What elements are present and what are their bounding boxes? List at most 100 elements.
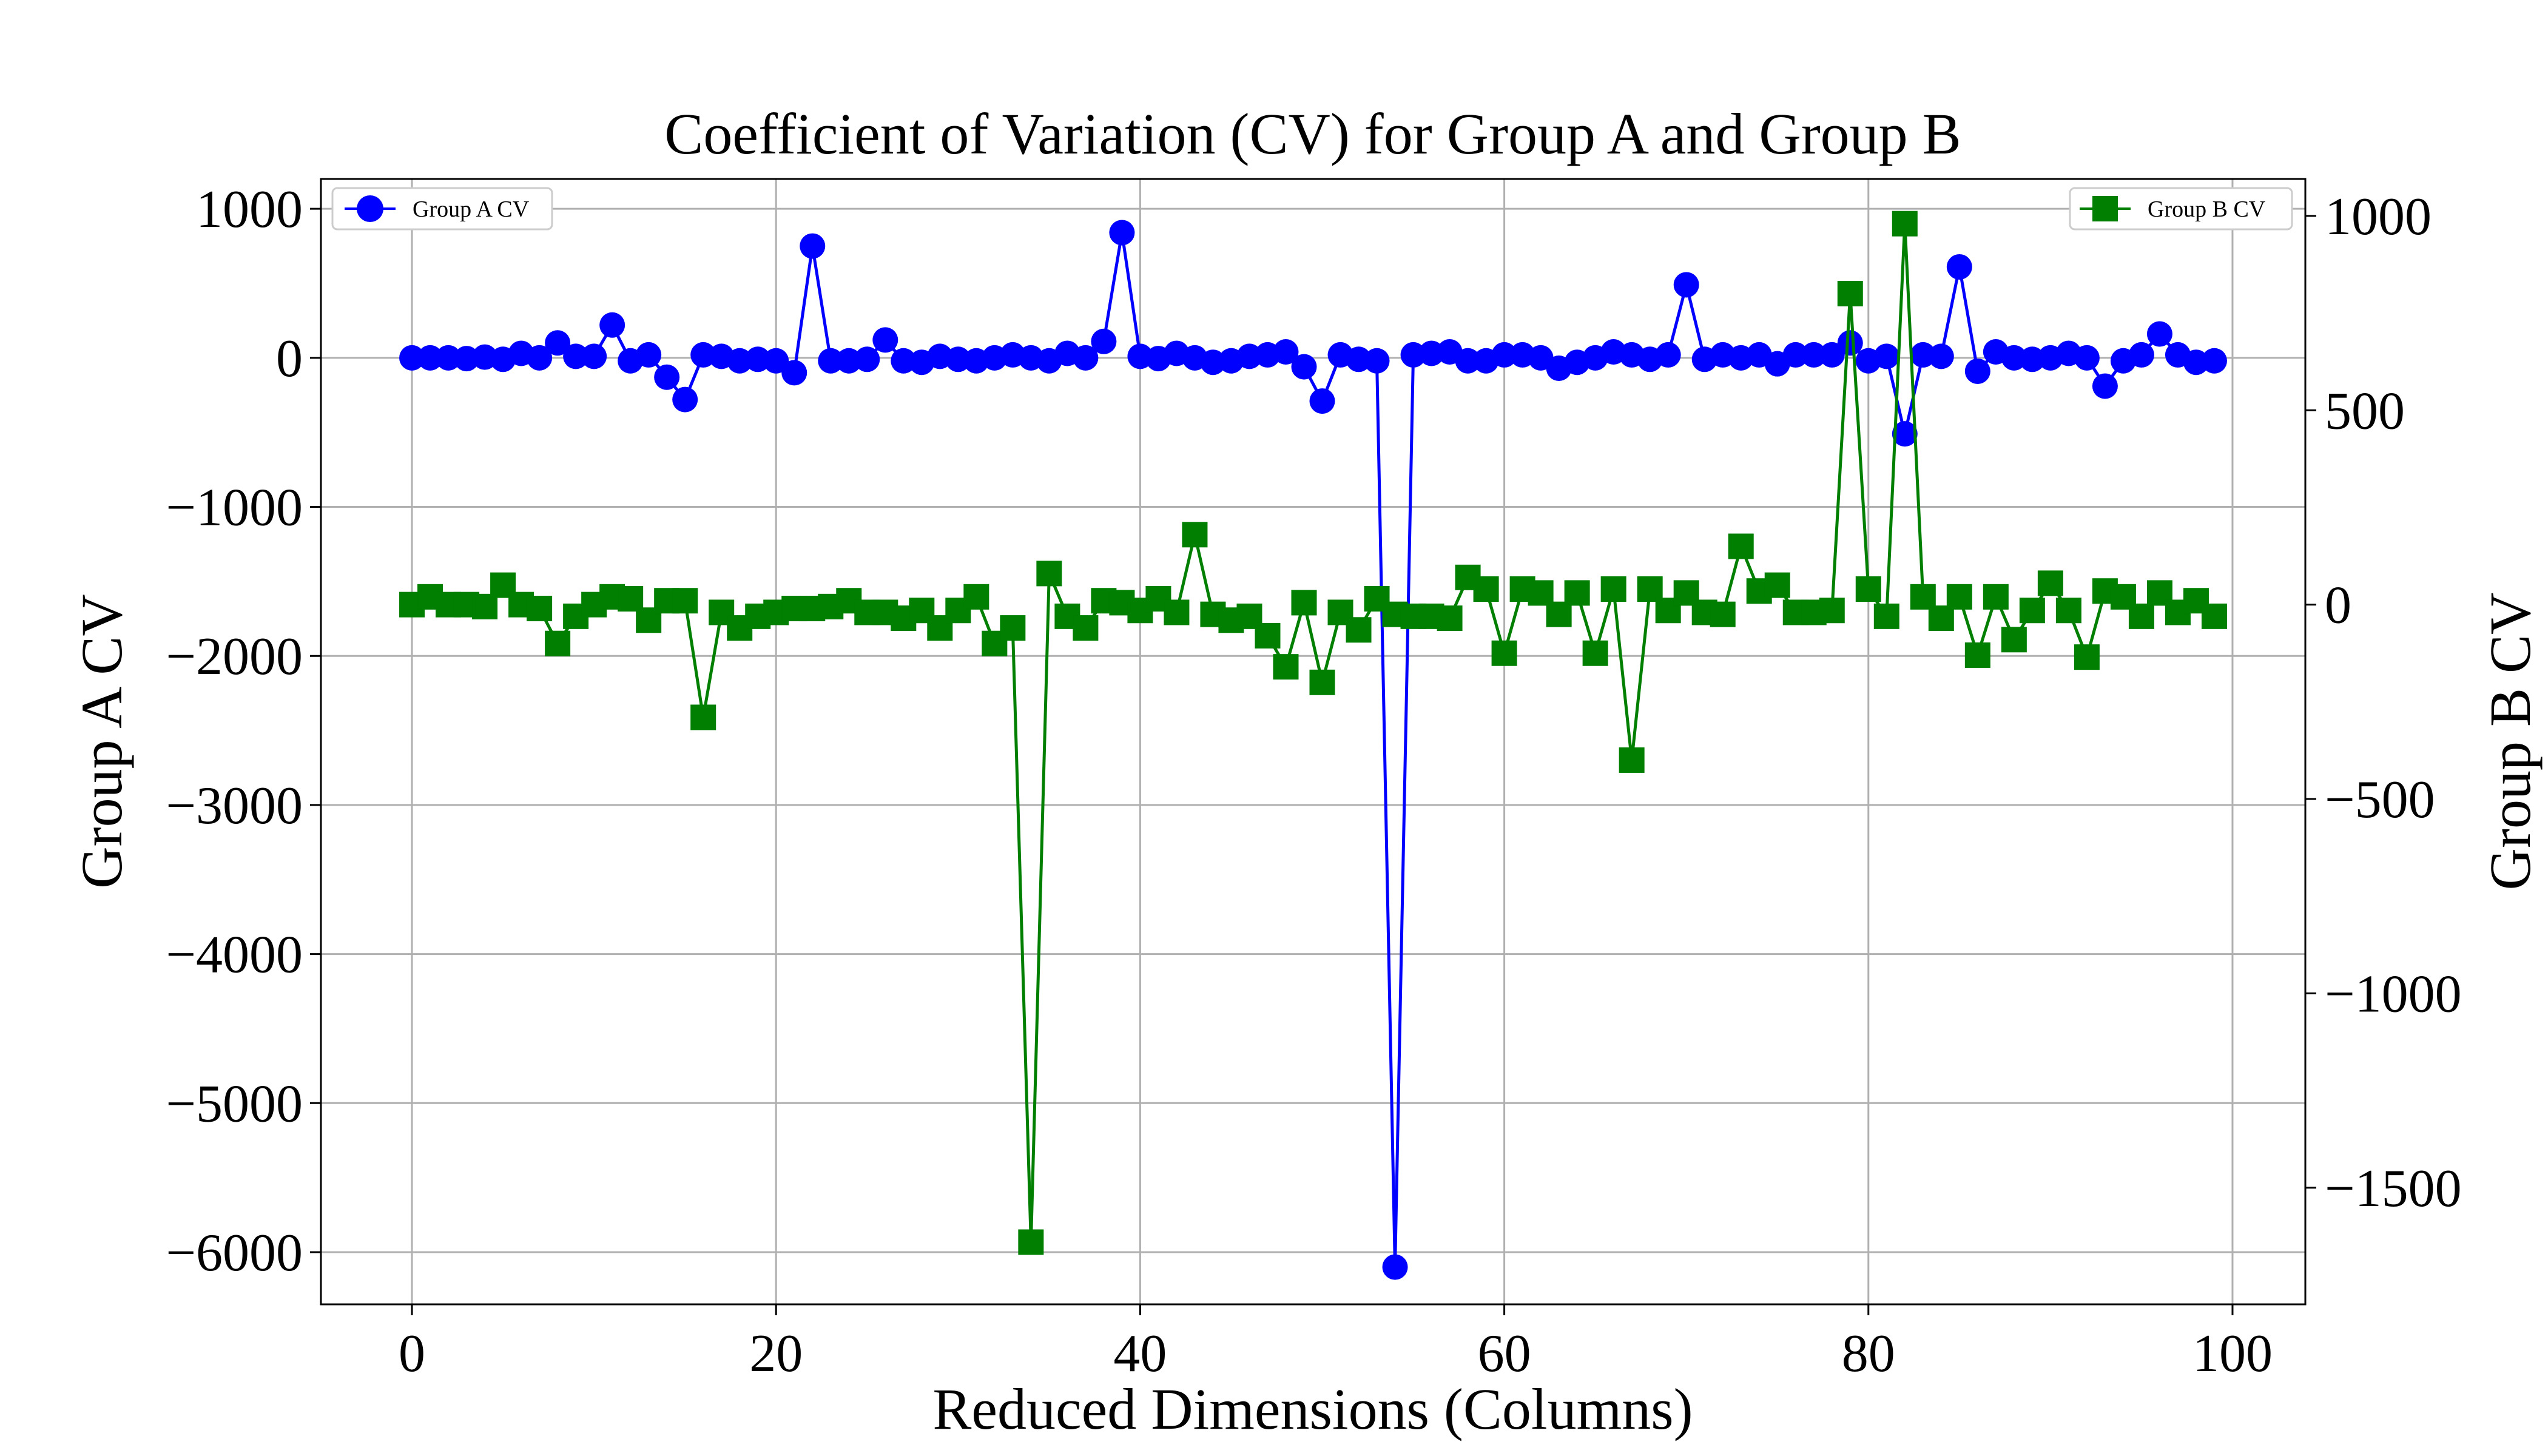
data-point-square	[527, 596, 553, 622]
data-point-circle	[2201, 348, 2227, 374]
axes-layer: 0 20 40 60 80 100 1000 0 −1000 −2000 −3000 −4000 −50…	[166, 180, 2461, 1383]
data-point-square	[2201, 603, 2227, 629]
data-point-circle	[1291, 354, 1317, 380]
data-point-circle	[2019, 346, 2045, 372]
data-point-square	[690, 704, 716, 730]
data-point-square	[1000, 615, 1026, 641]
legend-group-a-label: Group A CV	[413, 197, 530, 222]
x-tick-label: 100	[2192, 1324, 2273, 1383]
data-point-circle	[563, 343, 589, 369]
x-axis-label: Reduced Dimensions (Columns)	[932, 1377, 1693, 1441]
data-point-circle	[1236, 343, 1262, 369]
data-point-circle	[1491, 342, 1517, 368]
y-right-tick-label: 500	[2325, 382, 2405, 440]
data-point-square	[1273, 654, 1299, 680]
data-point-square	[1619, 747, 1645, 773]
data-point-square	[1346, 617, 1372, 643]
data-point-circle	[436, 345, 462, 371]
data-point-circle	[1910, 342, 1936, 368]
y-right-tick-label: −1500	[2325, 1159, 2462, 1218]
data-point-square	[1764, 572, 1790, 598]
data-point-square	[1164, 599, 1190, 625]
data-point-square	[1710, 601, 1736, 627]
data-point-circle	[2128, 342, 2154, 368]
series-line	[411, 222, 2216, 1244]
data-point-square	[1892, 211, 1918, 237]
y-right-tick-label: 1000	[2325, 187, 2432, 246]
data-point-circle	[2001, 345, 2027, 371]
data-point-circle	[1928, 343, 1954, 369]
data-point-square	[2019, 598, 2045, 624]
y-left-tick-label: −2000	[166, 627, 303, 686]
legend-group-a: Group A CV	[331, 187, 553, 231]
y-left-tick-label: 1000	[196, 180, 303, 239]
data-point-circle	[800, 233, 826, 259]
data-point-square	[1491, 640, 1517, 666]
data-point-square	[1637, 576, 1663, 602]
data-point-square	[1728, 533, 1754, 559]
data-point-square	[1600, 576, 1626, 602]
data-point-square	[672, 588, 698, 614]
series-layer	[399, 211, 2227, 1280]
data-point-circle	[891, 348, 917, 374]
plot-frame	[320, 178, 2307, 1306]
data-point-square	[1582, 640, 1608, 666]
data-point-circle	[727, 348, 753, 374]
data-point-circle	[1382, 1254, 1408, 1280]
data-point-circle	[636, 342, 662, 368]
data-point-square	[1036, 561, 1062, 587]
y-right-tick-label: −1000	[2325, 965, 2462, 1023]
data-point-square	[1255, 622, 1281, 649]
data-point-circle	[872, 327, 898, 353]
data-point-square	[1837, 281, 1863, 307]
data-point-square	[2128, 603, 2154, 629]
data-point-square	[1309, 669, 1335, 695]
data-point-square	[1018, 1229, 1044, 1255]
x-tick-label: 0	[399, 1324, 425, 1383]
data-point-circle	[818, 348, 844, 374]
y-axis-right-label: Group B CV	[2478, 593, 2543, 891]
data-point-square	[1946, 584, 1972, 610]
x-tick-label: 20	[749, 1324, 803, 1383]
data-point-square	[2074, 644, 2100, 670]
y-left-tick-label: −1000	[166, 479, 303, 538]
y-right-tick-label: 0	[2325, 576, 2351, 635]
y-left-tick-label: −4000	[166, 926, 303, 985]
data-point-square	[1910, 584, 1936, 610]
data-point-circle	[1673, 272, 1699, 298]
data-point-circle	[1400, 342, 1426, 368]
data-point-circle	[1782, 342, 1808, 368]
data-point-square	[963, 584, 989, 610]
data-point-circle	[417, 345, 443, 371]
data-point-circle	[781, 360, 807, 386]
y-left-tick-label: −3000	[166, 777, 303, 835]
data-point-circle	[1837, 330, 1863, 356]
y-right-tick-label: −500	[2325, 770, 2435, 829]
x-tick-label: 40	[1113, 1324, 1167, 1383]
data-point-square	[1073, 615, 1099, 641]
data-point-circle	[2183, 349, 2209, 376]
data-point-square	[2001, 627, 2027, 653]
data-point-square	[2037, 570, 2063, 596]
legend-group-b: Group B CV	[2069, 187, 2293, 231]
data-point-square	[472, 593, 498, 619]
data-point-circle	[854, 346, 880, 372]
data-point-circle	[1200, 349, 1226, 376]
y-left-tick-label: −5000	[166, 1074, 303, 1133]
data-point-circle	[1346, 346, 1372, 372]
data-point-square	[1819, 598, 1845, 624]
y-axis-left-label: Group A CV	[69, 594, 134, 888]
y-left-tick-label: −6000	[166, 1224, 303, 1282]
data-point-square	[1437, 605, 1463, 632]
data-point-square	[1564, 580, 1590, 606]
data-point-circle	[1418, 340, 1444, 366]
x-tick-label: 60	[1478, 1324, 1531, 1383]
data-point-circle	[2092, 373, 2118, 399]
data-point-square	[1546, 601, 1572, 627]
data-point-circle	[690, 342, 716, 368]
data-point-circle	[945, 346, 971, 372]
data-point-circle	[599, 312, 625, 338]
y-left-tick-label: 0	[276, 329, 303, 388]
data-point-circle	[2074, 345, 2100, 371]
